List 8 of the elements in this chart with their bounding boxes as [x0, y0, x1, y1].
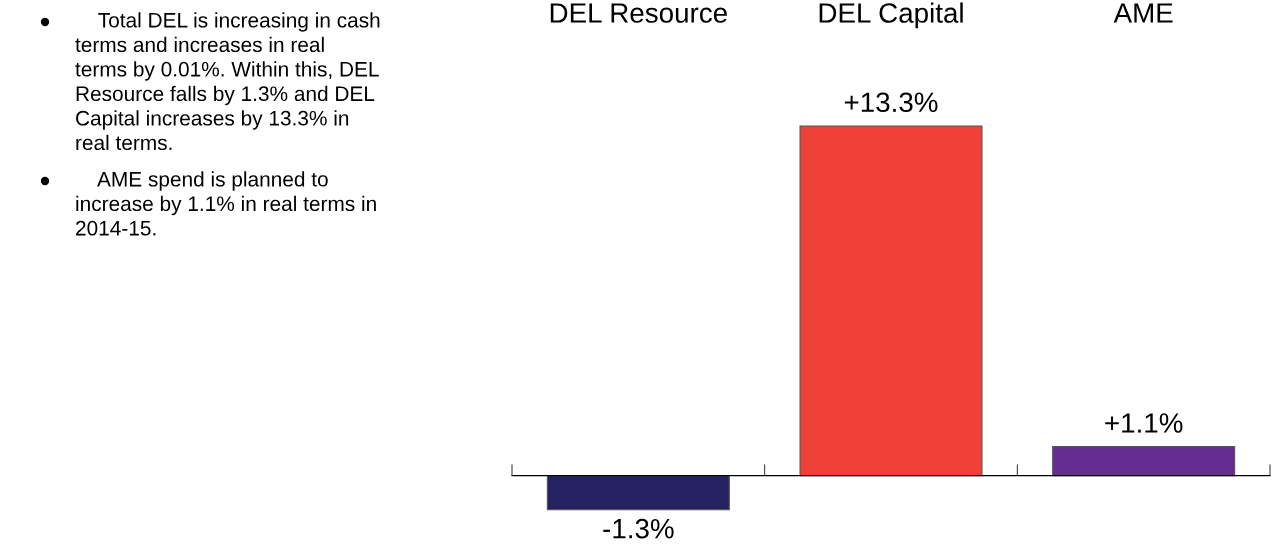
data-label: +1.1% — [1105, 413, 1183, 433]
x-tick-label: AME — [1113, 3, 1173, 23]
data-label: -1.3% — [603, 518, 674, 539]
x-tick-label: DEL Capital — [819, 2, 963, 29]
text: AME spend is planned to increase by 1.1% in real terms in 2014-15. — [76, 171, 376, 236]
text: Total DEL is increasing in cash terms and increases in real terms by 0.01%. Within this, DEL Resource falls by 1.3% and DEL Capital increases by 13.3% in real terms. — [75, 12, 380, 151]
x-tick-label: DEL Resource — [550, 3, 727, 23]
data-label: +13.3% — [844, 92, 938, 113]
